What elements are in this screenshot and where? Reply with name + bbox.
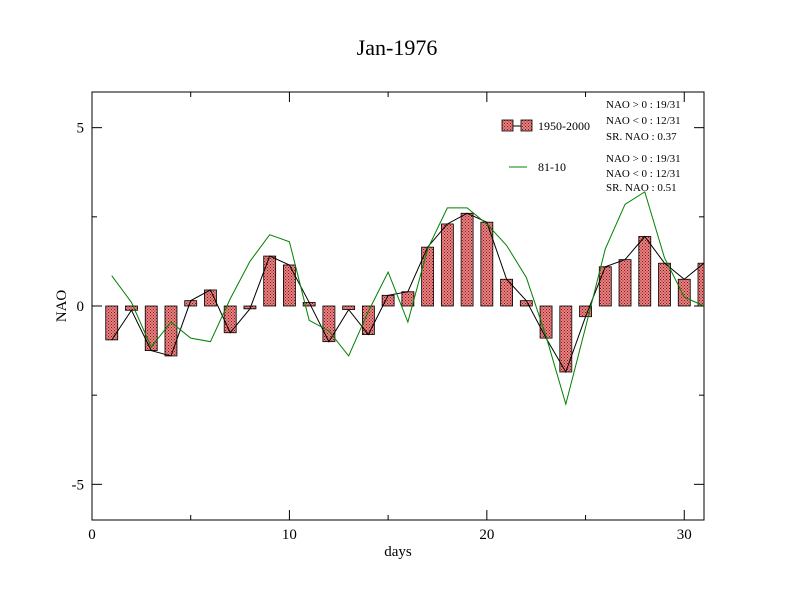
- line-series-81-10: [111, 191, 705, 406]
- x-tick-label: 30: [677, 527, 692, 543]
- legend-swatch-1950-2000-b: [520, 119, 533, 132]
- bar-day-1: [105, 305, 119, 341]
- stat-2-line-1: NAO > 0 : 19/31: [606, 153, 681, 165]
- stat-1-line-2: NAO < 0 : 12/31: [606, 115, 681, 127]
- bar-day-4: [164, 305, 178, 357]
- bar-day-18: [440, 223, 454, 307]
- y-axis: -5 0 5: [72, 121, 704, 493]
- chart-title: Jan-1976: [357, 35, 438, 60]
- legend-label-81-10: 81-10: [538, 160, 566, 174]
- y-axis-label: NAO: [54, 290, 70, 323]
- bar-day-19: [460, 212, 474, 307]
- line-series-1950-2000: [111, 212, 705, 374]
- x-tick-label: 20: [479, 527, 494, 543]
- bar-day-10: [283, 264, 296, 307]
- legend: 1950-2000 81-10 NAO > 0 : 19/31 NAO < 0 …: [501, 99, 681, 194]
- bar-day-9: [263, 255, 277, 307]
- stat-2-line-3: SR. NAO : 0.51: [606, 182, 677, 194]
- bar-day-24: [559, 305, 573, 373]
- bar-day-29: [658, 262, 671, 307]
- bar-day-30: [677, 278, 691, 307]
- bar-day-23: [539, 305, 553, 339]
- stat-2-line-2: NAO < 0 : 12/31: [606, 168, 681, 180]
- bar-day-31: [697, 262, 705, 307]
- bar-day-7: [223, 305, 237, 334]
- bar-day-16: [401, 291, 415, 307]
- x-tick-label: 10: [282, 527, 297, 543]
- y-tick-label: -5: [72, 477, 85, 493]
- legend-label-1950-2000: 1950-2000: [538, 119, 590, 133]
- bar-day-3: [144, 305, 158, 351]
- stat-1-line-1: NAO > 0 : 19/31: [606, 99, 681, 111]
- y-tick-label: 0: [77, 299, 85, 315]
- stat-1-line-3: SR. NAO : 0.37: [606, 131, 677, 143]
- bar-day-27: [618, 259, 632, 307]
- x-axis: 0 10 20 30: [88, 92, 692, 543]
- y-tick-label: 5: [77, 121, 85, 137]
- x-axis-label: days: [384, 544, 412, 560]
- bar-day-26: [598, 266, 612, 307]
- x-tick-label: 0: [88, 527, 96, 543]
- bar-day-28: [638, 236, 652, 307]
- legend-swatch-1950-2000: [501, 119, 514, 132]
- series-lines: [111, 191, 705, 406]
